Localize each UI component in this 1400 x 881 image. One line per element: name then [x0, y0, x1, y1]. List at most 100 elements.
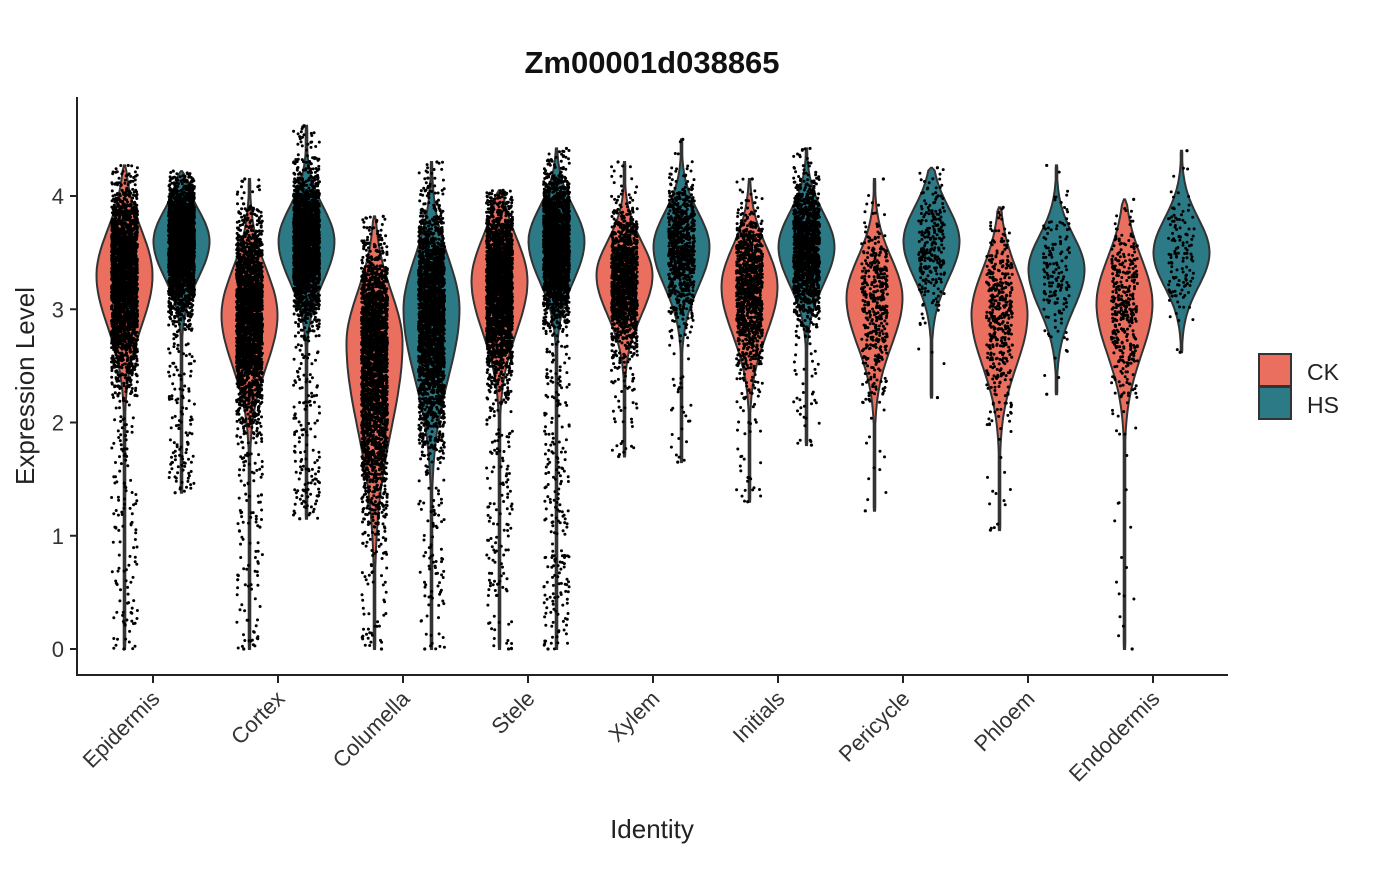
data-point: [111, 172, 115, 176]
data-point: [258, 188, 261, 192]
data-point: [114, 233, 118, 237]
data-point: [114, 509, 118, 512]
data-point: [110, 254, 114, 257]
data-point: [132, 244, 136, 248]
data-point: [130, 619, 134, 623]
data-point: [129, 333, 133, 337]
data-point: [124, 434, 128, 437]
data-point: [124, 376, 128, 380]
data-point: [242, 633, 245, 637]
data-point: [125, 358, 129, 361]
data-point: [130, 336, 134, 340]
data-point: [115, 583, 119, 586]
data-point: [125, 447, 129, 451]
data-point: [252, 432, 256, 436]
data-point: [238, 223, 242, 227]
data-point: [116, 259, 120, 263]
data-point: [125, 310, 128, 314]
data-point: [110, 245, 114, 249]
data-point: [135, 193, 139, 196]
data-point: [120, 296, 124, 300]
data-point: [120, 172, 124, 176]
data-point: [115, 256, 119, 260]
data-point: [129, 268, 133, 272]
data-point: [251, 396, 255, 400]
data-point: [118, 198, 122, 202]
data-point: [126, 240, 130, 244]
data-point: [119, 433, 123, 437]
data-point: [130, 520, 134, 524]
data-point: [135, 259, 139, 263]
data-point: [237, 392, 241, 396]
data-point: [115, 321, 119, 325]
data-point: [128, 327, 132, 331]
data-point: [116, 226, 120, 230]
data-point: [110, 298, 114, 302]
data-point: [251, 212, 255, 216]
data-point: [118, 599, 122, 603]
data-point: [126, 464, 130, 468]
data-point: [237, 283, 241, 287]
data-point: [123, 423, 127, 427]
data-point: [134, 531, 138, 535]
data-point: [123, 194, 127, 198]
data-point: [135, 334, 139, 338]
data-point: [113, 391, 117, 395]
data-point: [252, 325, 256, 329]
data-point: [135, 197, 139, 200]
data-point: [130, 430, 134, 434]
data-point: [126, 183, 130, 187]
data-point: [133, 286, 137, 290]
data-point: [121, 202, 125, 206]
data-point: [260, 553, 264, 557]
data-point: [253, 380, 257, 384]
data-point: [132, 503, 136, 507]
data-point: [257, 184, 261, 188]
data-point: [259, 303, 263, 307]
data-point: [128, 376, 132, 380]
data-point: [242, 456, 246, 460]
data-point: [254, 229, 258, 233]
data-point: [240, 179, 244, 183]
data-point: [118, 194, 122, 198]
data-point: [113, 300, 117, 304]
data-point: [124, 637, 128, 641]
data-point: [135, 173, 139, 177]
data-point: [256, 549, 260, 553]
data-point: [124, 210, 127, 214]
data-point: [127, 383, 131, 387]
data-point: [242, 468, 246, 472]
data-point: [237, 299, 241, 303]
data-point: [250, 587, 253, 591]
data-point: [110, 330, 114, 334]
data-point: [119, 283, 123, 287]
data-point: [257, 410, 261, 414]
data-point: [243, 409, 247, 413]
data-point: [260, 437, 264, 441]
data-point: [120, 321, 124, 325]
data-point: [135, 309, 139, 313]
data-point: [130, 261, 134, 265]
data-point: [121, 610, 125, 614]
data-point: [111, 540, 115, 544]
data-point: [119, 264, 123, 268]
data-point: [127, 172, 131, 176]
data-point: [128, 272, 132, 276]
data-point: [135, 225, 139, 229]
data-point: [245, 499, 249, 502]
data-point: [124, 390, 128, 394]
data-point: [260, 387, 263, 391]
data-point: [255, 263, 259, 267]
data-point: [242, 425, 246, 429]
data-point: [135, 347, 139, 351]
data-point: [125, 336, 129, 339]
data-point: [236, 646, 240, 650]
data-point: [242, 326, 246, 330]
data-point: [257, 340, 260, 344]
data-point: [110, 319, 113, 323]
data-point: [135, 562, 139, 566]
data-point: [235, 252, 239, 256]
data-point: [133, 170, 137, 174]
data-point: [245, 218, 249, 222]
data-point: [113, 273, 117, 277]
